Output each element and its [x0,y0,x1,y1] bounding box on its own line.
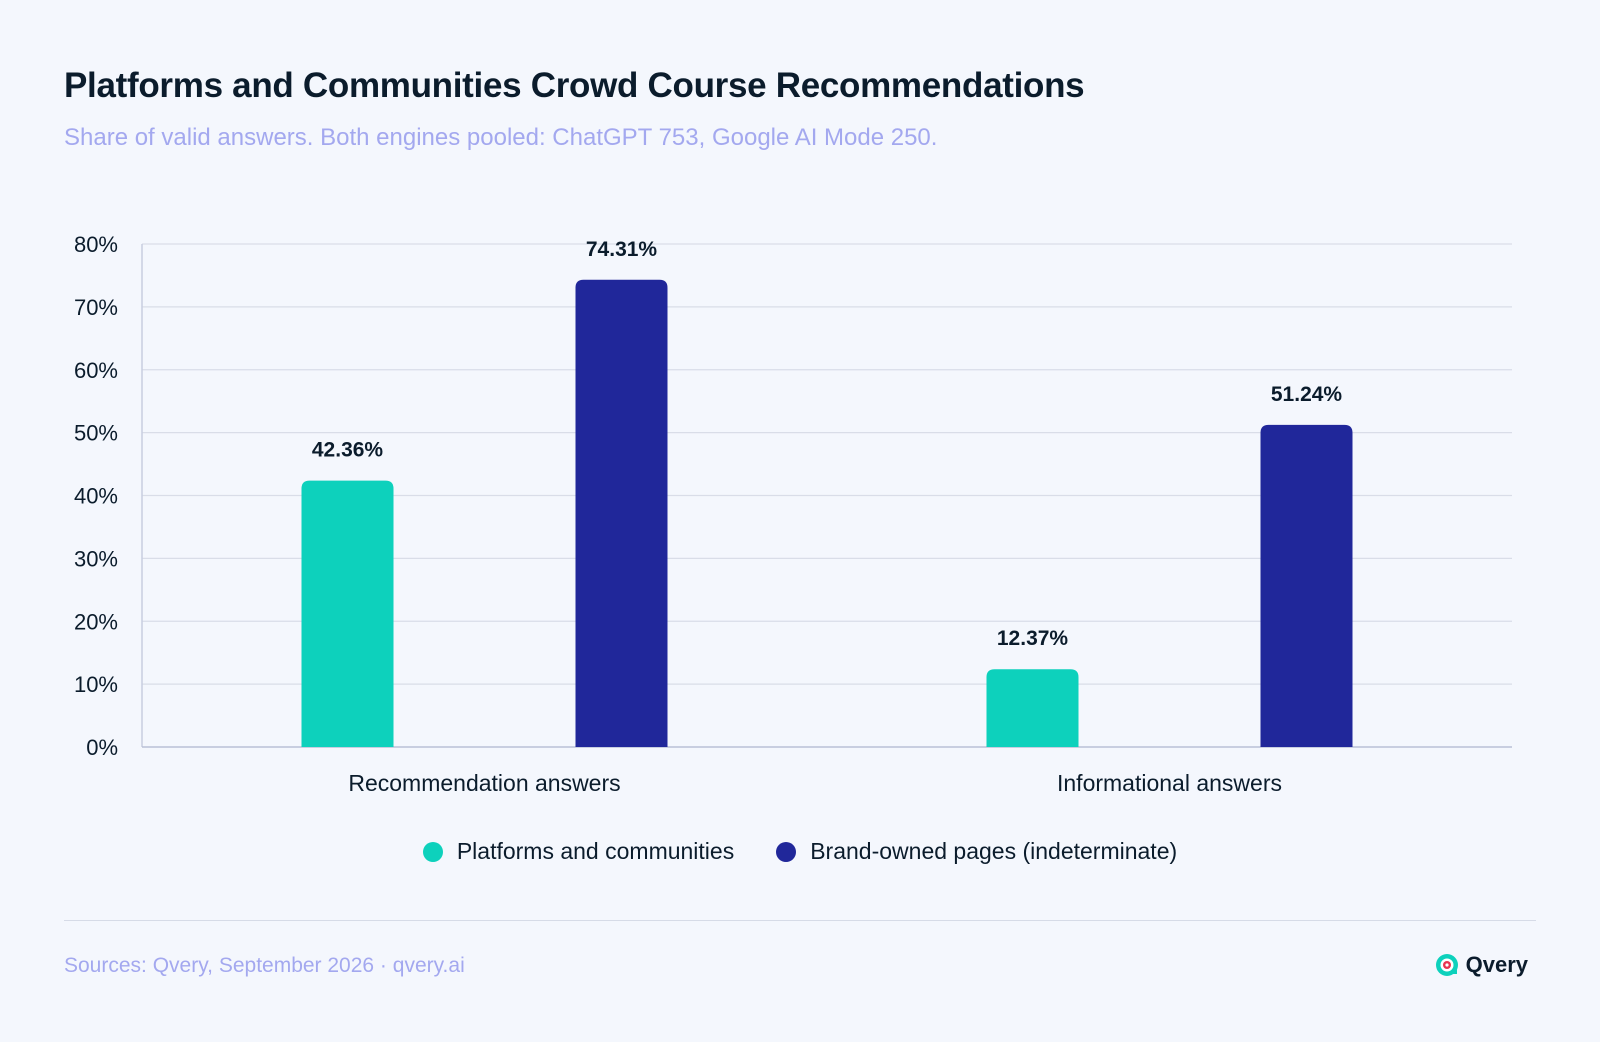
brand-mark: Qvery [1435,952,1528,978]
y-tick-label: 60% [74,358,118,383]
y-tick-label: 20% [74,609,118,634]
legend-item-platforms: Platforms and communities [422,838,735,865]
legend-swatch-brand-owned [776,841,797,862]
bar-value-label: 51.24% [1271,383,1343,406]
bar-value-label: 42.36% [312,439,384,462]
legend-item-brand-owned: Brand-owned pages (indeterminate) [776,838,1177,865]
y-tick-label: 70% [74,295,118,320]
chart-subtitle: Share of valid answers. Both engines poo… [64,124,938,151]
y-tick-label: 50% [74,421,118,446]
bar-chart: 0% 10% 20% 30% 40% 50% 60% 70% 80% 42.36% 74.31% Re… [74,232,1512,796]
y-tick-label: 30% [74,546,118,571]
bar [1260,424,1353,747]
bar-value-label: 12.37% [997,627,1069,650]
legend-label-platforms: Platforms and communities [456,838,735,864]
bar [986,669,1079,747]
legend-swatch-platforms [422,841,443,862]
y-tick-label: 80% [74,232,118,257]
x-category-label: Informational answers [1057,770,1282,796]
legend-label-brand-owned: Brand-owned pages (indeterminate) [810,838,1178,864]
source-note: Sources: Qvery, September 2026 · qvery.a… [64,954,465,977]
chart-legend: Platforms and communities Brand-owned pa… [0,838,1600,865]
bar [301,480,394,747]
y-tick-label: 10% [74,672,118,697]
y-tick-label: 0% [86,735,118,760]
bar [575,279,668,747]
x-category-label: Recommendation answers [348,770,620,796]
chart-title: Platforms and Communities Crowd Course R… [64,66,1085,105]
y-tick-label: 40% [74,484,118,509]
qvery-logo-icon [1435,954,1458,976]
brand-name: Qvery [1465,952,1528,977]
footer-divider [64,920,1536,921]
bar-value-label: 74.31% [586,238,658,261]
